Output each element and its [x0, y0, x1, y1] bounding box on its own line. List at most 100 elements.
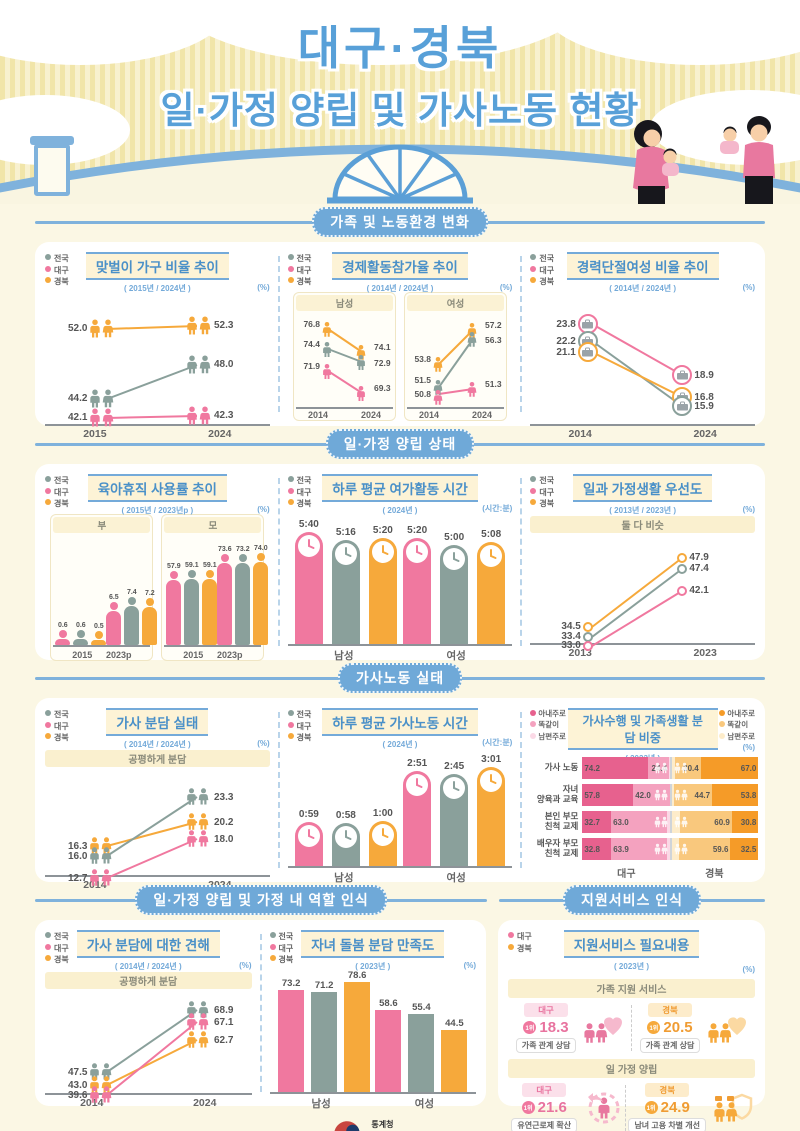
data-label: 74.4 — [303, 339, 320, 349]
section-badge: 일·가정 양립 및 가정 내 역할 인식 — [135, 885, 387, 915]
legend-label: 경북 — [296, 277, 312, 287]
chart-housework-time: 전국 대구 경북 하루 평균 가사노동 시간 ( 2024년 ) (시간:분) … — [280, 706, 521, 884]
bar — [311, 992, 338, 1092]
stat-divider — [631, 1005, 633, 1051]
chart-period: ( 2014년 / 2024년 ) — [114, 962, 182, 971]
data-label: 67.0 — [740, 763, 757, 773]
panel-divider — [277, 256, 280, 412]
gyeongbuk-bar: 59.6 32.5 — [670, 838, 759, 860]
subpanel-male: 남성 76.8 74.4 71.9 — [293, 292, 396, 421]
legend-label: 똑같이 — [727, 720, 749, 730]
chart-legend: 전국 대구 경북 — [530, 253, 554, 288]
data-label: 5:40 — [298, 519, 319, 530]
chart-housework-share: 전국 대구 경북 가사 분담 실태 ( 2014년 / 2024년 ) (%) … — [37, 706, 278, 891]
stat-label: 유연근로제 확산 — [511, 1118, 578, 1131]
legend-dot-daegu — [45, 721, 51, 728]
chart-legend: 전국 대구 경북 — [45, 475, 69, 510]
data-label: 71.2 — [314, 980, 334, 991]
legend-dot-daegu — [508, 932, 515, 938]
legend-label: 전국 — [54, 476, 69, 485]
row-label: 친척 교제 — [544, 848, 579, 858]
chart-legend: 전국 대구 경북 — [269, 931, 293, 966]
bar — [184, 579, 200, 645]
row-label: 양육과 교육 — [536, 794, 579, 804]
chart-legend: 전국 대구 경북 — [287, 253, 312, 288]
data-label: 51.3 — [485, 379, 502, 389]
legend-label: 아내주로 — [727, 709, 756, 718]
chart-period: ( 2014년 / 2024년 ) — [609, 284, 677, 293]
bar — [344, 982, 371, 1092]
data-label: 7.2 — [144, 590, 155, 597]
couple-icon — [187, 813, 209, 830]
chart-legend-gyeongbuk: 아내주로 똑같이 남편주로 — [719, 708, 755, 742]
legend-dot-gyeongbuk — [287, 277, 294, 284]
data-label: 2:51 — [407, 758, 428, 769]
data-label: 5:08 — [481, 529, 502, 540]
chart-title: 경력단절여성 비율 추이 — [566, 252, 719, 280]
chart-title: 가사수행 및 가족생활 분담 비중 — [567, 708, 718, 750]
circle-marker — [677, 585, 688, 596]
data-label: 59.1 — [185, 562, 199, 569]
subpanel-label: 모 — [164, 517, 262, 533]
chart-title: 가사 분담에 대한 견해 — [76, 930, 220, 958]
chart-period: ( 2023년 ) — [355, 962, 391, 971]
card-support-services: 대구 경북 지원서비스 필요내용 ( 2023년 ) (%) 가족 지원 서비스… — [498, 920, 765, 1131]
data-label: 16.0 — [68, 850, 88, 862]
legend-dot-national — [287, 254, 294, 260]
legend-dot-national — [45, 254, 51, 260]
legend-label: 경북 — [296, 733, 312, 743]
couple-icon — [675, 789, 688, 801]
chimney-illustration — [30, 136, 74, 196]
chart-unit: (%) — [257, 283, 270, 292]
x-tick: 2015 — [183, 650, 204, 660]
data-label: 5:16 — [335, 527, 356, 538]
data-label: 55.4 — [412, 1002, 431, 1013]
legend-label: 대구 — [54, 943, 69, 953]
chart-unit: (%) — [742, 965, 755, 974]
chart-career-break: 전국 대구 경북 경력단절여성 비율 추이 ( 2014년 / 2024년 ) … — [522, 250, 763, 440]
x-axis: 2015 2023p — [53, 649, 150, 660]
chart-division-share: 아내주로 똑같이 남편주로 아내주로 똑같이 남편주로 가사수행 및 가족생활 … — [522, 706, 763, 880]
stat-value: 24.9 — [660, 1099, 690, 1116]
panel-divider — [520, 478, 523, 646]
chart-period: ( 2014년 / 2024년 ) — [123, 740, 191, 749]
data-label: 15.9 — [694, 400, 714, 412]
data-label: 42.3 — [214, 410, 234, 421]
chart-unit: (시간:분) — [482, 504, 513, 513]
data-label: 42.0 — [635, 790, 651, 800]
card-work-family: 전국 대구 경북 육아휴직 사용률 추이 ( 2015년 / 2023년p ) … — [35, 464, 765, 662]
couple-icon — [187, 788, 209, 805]
chart-title: 경제활동참가율 추이 — [332, 252, 468, 280]
legend-label: 남편주로 — [727, 731, 756, 741]
couple-icon — [187, 355, 211, 374]
chart-legend: 전국 대구 경북 — [287, 475, 311, 510]
bar — [375, 1010, 402, 1092]
response-band: 공평하게 분담 — [45, 750, 270, 767]
legend-dot-gyeongbuk — [508, 943, 515, 950]
bar — [91, 640, 107, 645]
data-label: 42.1 — [68, 412, 88, 423]
data-label: 73.2 — [236, 546, 250, 553]
daegu-bar: 57.8 42.0 — [582, 784, 671, 806]
data-label: 0.5 — [93, 623, 104, 630]
legend-label: 경북 — [539, 277, 555, 287]
data-label: 5:20 — [372, 525, 393, 536]
bar — [403, 538, 432, 644]
couple-icon — [187, 316, 211, 335]
section-header-family-labor: 가족 및 노동환경 변화 — [35, 207, 765, 237]
x-tick: 여성 — [446, 872, 466, 884]
legend-label: 경북 — [54, 277, 69, 287]
data-label: 62.7 — [214, 1034, 234, 1046]
legend-label: 전국 — [296, 710, 312, 719]
chart-legend: 전국 대구 경북 — [530, 475, 554, 510]
card-housework: 전국 대구 경북 가사 분담 실태 ( 2014년 / 2024년 ) (%) … — [35, 698, 765, 891]
legend-label: 대구 — [296, 721, 312, 731]
couple-icon — [187, 1013, 209, 1030]
clock-icon — [406, 774, 429, 796]
data-label: 16.3 — [68, 840, 88, 852]
subpanel-female: 여성 53.8 51.5 50.8 — [404, 292, 507, 421]
data-label: 0.6 — [57, 622, 68, 629]
band-work-family: 일 가정 양립 — [508, 1059, 755, 1078]
chart-parental-leave: 전국 대구 경북 육아휴직 사용률 추이 ( 2015년 / 2023년p ) … — [37, 472, 278, 661]
legend-dot-national — [530, 254, 537, 260]
